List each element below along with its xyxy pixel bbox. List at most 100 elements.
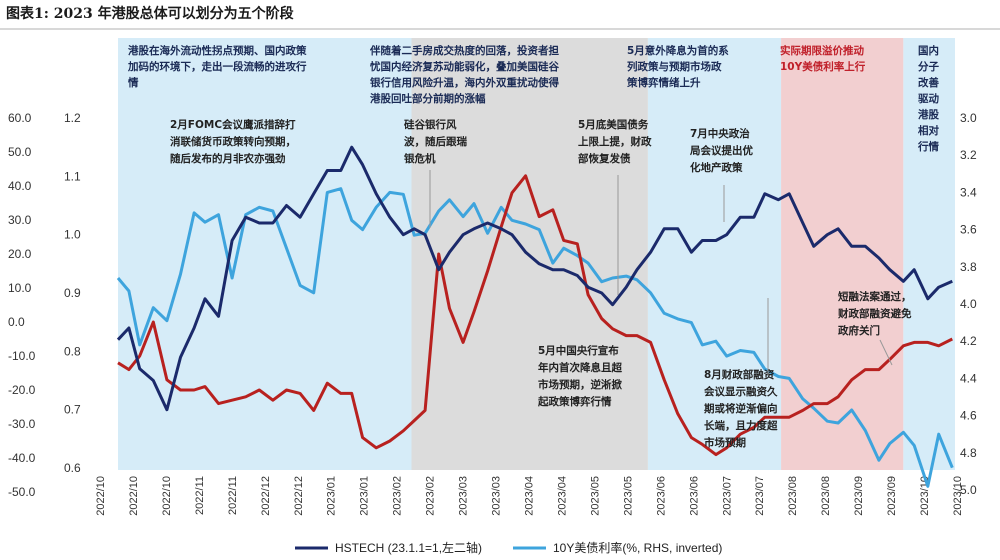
x-tick-label: 2023/01	[359, 476, 371, 516]
phase-label: 改善	[918, 76, 939, 89]
phase-label: 银行信用风险升温，海内外双重扰动使得	[370, 76, 559, 89]
annotation-text: 7月中央政治	[690, 127, 750, 140]
x-tick-label: 2023/10	[952, 476, 964, 516]
phase-label: 加码的环境下，走出一段流畅的进攻行	[127, 60, 307, 73]
annotation-text: 5月底美国债务	[578, 118, 649, 131]
annotation-text: 政府关门	[838, 324, 880, 337]
y-right-tick: 4.8	[960, 446, 977, 460]
y-right-tick: 4.6	[960, 409, 977, 423]
x-tick-label: 2023/07	[721, 476, 733, 516]
phase-label: 列政策与预期市场政	[627, 60, 722, 73]
y-right-tick: 3.2	[960, 148, 977, 162]
y-right-tick: 3.0	[960, 111, 977, 125]
x-tick-label: 2022/12	[293, 476, 305, 516]
y-left-inner-tick: 1.1	[64, 169, 81, 183]
y-right-tick: 4.2	[960, 334, 977, 348]
x-tick-label: 2023/06	[655, 476, 667, 516]
x-tick-label: 2022/11	[194, 476, 206, 515]
phase-label: 相对	[918, 124, 939, 137]
phase-band	[903, 38, 955, 470]
leader-line	[879, 339, 893, 366]
annotation-text: 银危机	[404, 152, 436, 165]
y-left-outer-tick: 10.0	[8, 281, 32, 295]
x-tick-label: 2023/03	[491, 476, 503, 516]
y-right-tick: 3.6	[960, 223, 977, 237]
x-tick-label: 2022/11	[227, 476, 239, 515]
y-right-tick: 5.0	[960, 483, 977, 497]
phase-label: 5月意外降息为首的系	[627, 44, 729, 57]
y-left-outer-tick: 20.0	[8, 247, 32, 261]
annotation-text: 财政部融资避免	[837, 307, 912, 320]
annotation-text: 部恢复发债	[578, 152, 631, 165]
legend-label-hstech: HSTECH (23.1.1=1,左二轴)	[335, 540, 482, 555]
phase-bands	[118, 38, 955, 470]
phase-label: 港股	[918, 108, 939, 121]
annotation-text: 硅谷银行风	[404, 118, 457, 131]
series-line	[117, 174, 953, 457]
annotation-text: 波，随后跟瑞	[404, 135, 467, 148]
y-right-tick: 4.0	[960, 297, 977, 311]
y-left-outer-tick: 0.0	[8, 315, 25, 329]
annotation-text: 会议显示融资久	[704, 385, 778, 398]
series-line	[116, 145, 953, 412]
phase-label: 情	[128, 76, 139, 89]
legend: HSTECH (23.1.1=1,左二轴) 10Y美债利率(%, RHS, inv…	[295, 540, 722, 555]
series-line	[116, 187, 954, 488]
x-tick-label: 2023/01	[326, 476, 338, 516]
y-left-inner-tick: 1.2	[64, 111, 81, 125]
x-tick-label: 2022/12	[260, 476, 272, 516]
y-left-inner-tick: 0.6	[64, 461, 81, 475]
y-right-tick: 3.4	[960, 185, 977, 199]
x-tick-label: 2023/03	[458, 476, 470, 516]
y-left-outer-tick: -10.0	[8, 349, 36, 363]
annotation-text: 市场预期，逆淅掀	[538, 378, 622, 391]
x-tick-label: 2023/08	[820, 476, 832, 516]
phase-label: 分子	[918, 60, 939, 73]
annotation-text: 市场预期	[704, 436, 746, 449]
annotation-text: 8月财政部融资	[704, 368, 775, 381]
y-left-inner-tick: 0.8	[64, 344, 81, 358]
annotation-text: 期或将逆渐偏向	[704, 402, 778, 415]
annotation-text: 化地产政策	[690, 161, 743, 174]
y-right-tick: 4.4	[960, 371, 977, 385]
phase-label: 国内	[918, 44, 939, 57]
legend-label-yield: 10Y美债利率(%, RHS, inverted)	[553, 540, 722, 555]
annotation-text: 局会议提出优	[689, 144, 753, 157]
phase-label: 港股在海外流动性拐点预期、国内政策	[128, 44, 307, 57]
y-left-inner-tick: 0.9	[64, 286, 81, 300]
y-left-outer-tick: -40.0	[8, 451, 36, 465]
annotation-text: 5月中国央行宣布	[538, 344, 619, 357]
axis-layer: 60.0 50.0 40.0 30.0 20.0 10.0 0.0 -10.0 -20.0 -30…	[8, 111, 977, 516]
y-left-outer-tick: 60.0	[8, 111, 32, 125]
x-tick-label: 2023/09	[886, 476, 898, 516]
annotation-text: 短融法案通过，	[838, 290, 912, 303]
x-tick-label: 2023/07	[754, 476, 766, 516]
annotation-text: 上限上提，财政	[578, 135, 652, 148]
phase-band	[781, 38, 904, 470]
y-right-tick: 3.8	[960, 260, 977, 274]
phase-label: 港股回吐部分前期的涨幅	[370, 92, 486, 105]
y-left-outer-tick: -20.0	[8, 383, 36, 397]
x-tick-label: 2023/02	[392, 476, 404, 516]
phase-band	[118, 38, 412, 470]
annotation-text: 长端，且力度超	[704, 419, 778, 432]
series-layer	[116, 145, 954, 488]
annotation-text: 消联储货币政策转向预期，	[170, 135, 296, 148]
y-left-outer-tick: 30.0	[8, 213, 32, 227]
y-left-outer-tick: -30.0	[8, 417, 36, 431]
y-left-outer-tick: -50.0	[8, 485, 36, 499]
phase-label: 行情	[917, 140, 939, 153]
phase-label: 忧国内经济复苏动能弱化，叠加美国硅谷	[370, 60, 559, 73]
annotation-text: 2月FOMC会议鹰派措辞打	[170, 118, 296, 131]
phase-label: 伴随着二手房成交热度的回落，投资者担	[369, 44, 559, 57]
phase-label: 10Y美债利率上行	[780, 60, 866, 73]
x-tick-label: 2023/06	[688, 476, 700, 516]
x-tick-label: 2022/10	[128, 476, 140, 516]
x-tick-label: 2023/05	[622, 476, 634, 516]
annotation-text: 起政策博弈行情	[537, 395, 612, 408]
x-tick-label: 2023/09	[853, 476, 865, 516]
phase-label: 驱动	[918, 92, 939, 105]
y-left-outer-tick: 50.0	[8, 145, 32, 159]
